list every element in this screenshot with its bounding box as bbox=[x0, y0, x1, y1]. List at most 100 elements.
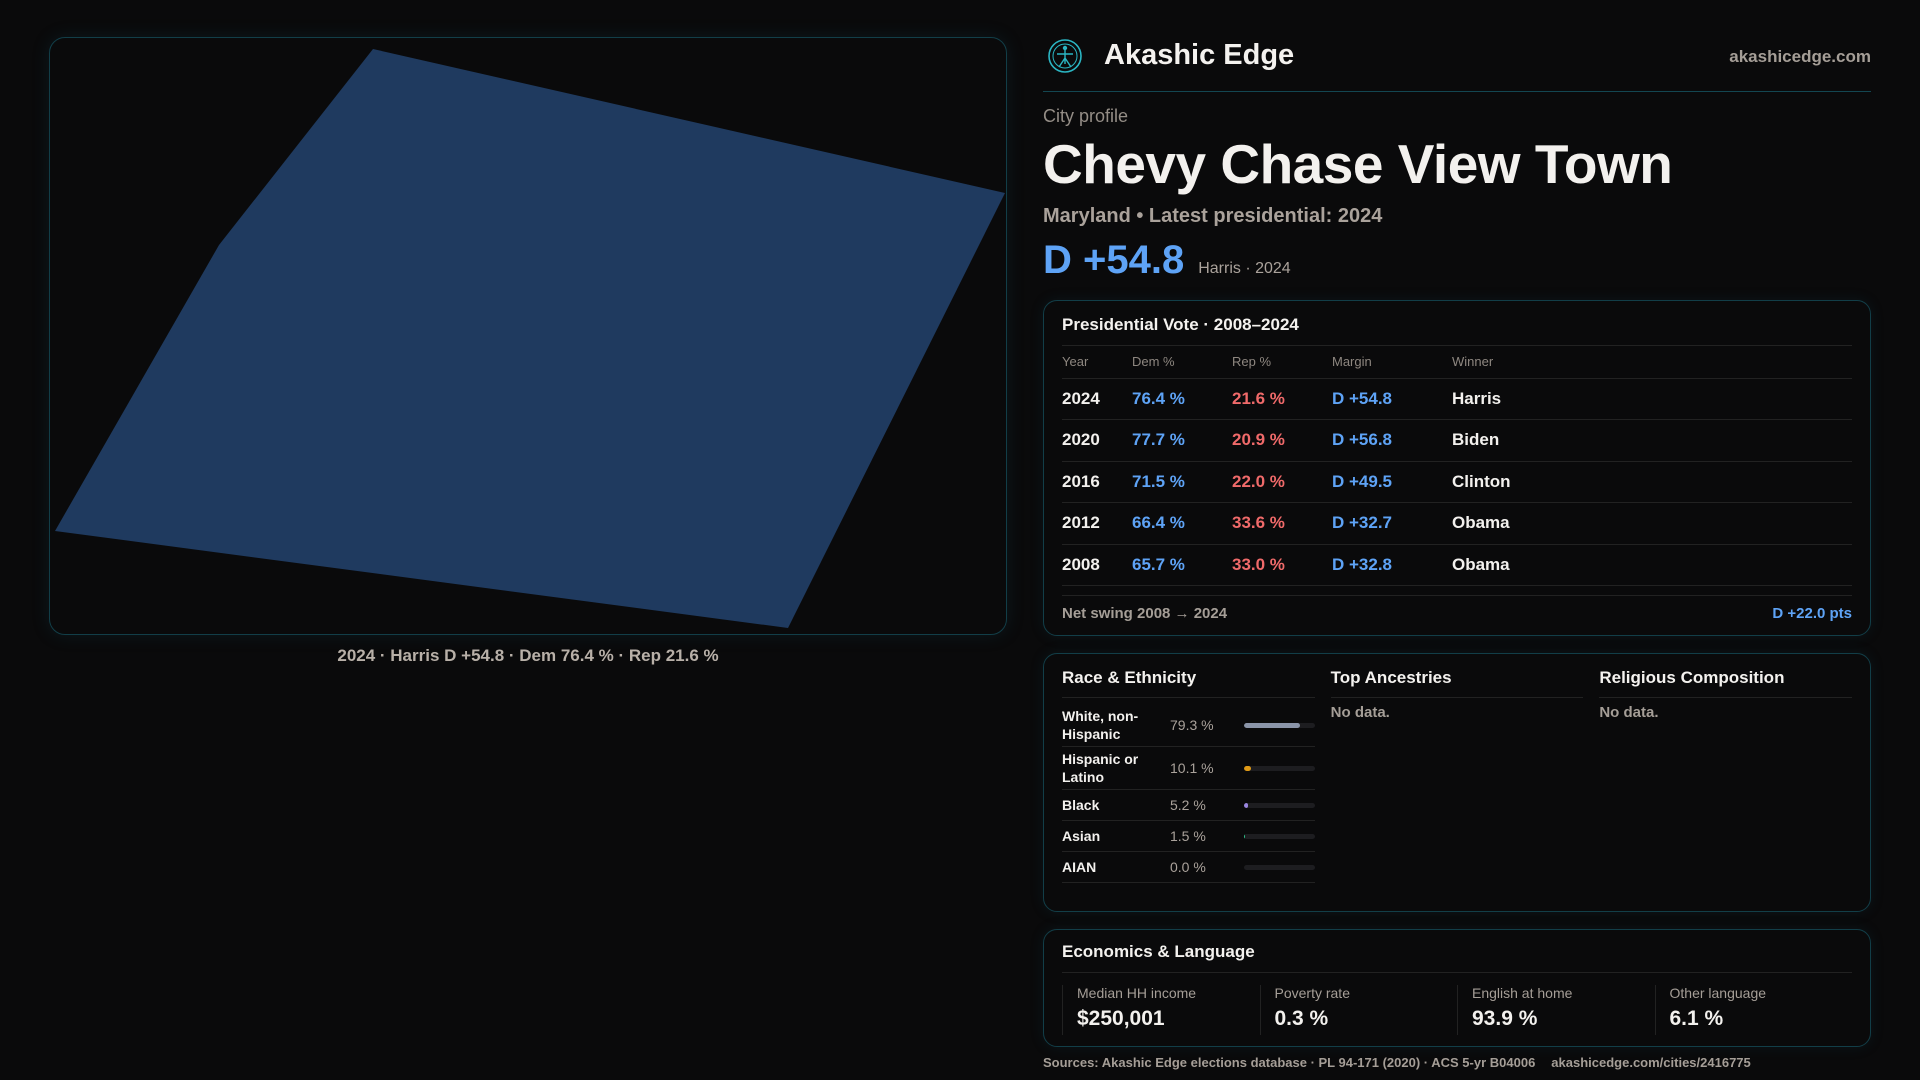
net-swing-label: Net swing 2008 → 2024 bbox=[1062, 605, 1228, 622]
race-bar-fill bbox=[1244, 722, 1301, 728]
race-percent: 0.0 % bbox=[1170, 859, 1206, 875]
race-label: Asian bbox=[1062, 828, 1101, 844]
empty-message: No data. bbox=[1330, 704, 1390, 721]
race-label: Black bbox=[1062, 797, 1100, 813]
map-panel[interactable] bbox=[49, 37, 1007, 635]
cell-rep: 20.9 % bbox=[1232, 419, 1332, 462]
city-boundary-shape[interactable] bbox=[55, 49, 1005, 628]
footer: Sources: Akashic Edge elections database… bbox=[1043, 1054, 1871, 1072]
col-header: Year bbox=[1062, 346, 1132, 379]
section-title: Religious Composition bbox=[1599, 668, 1853, 698]
stat-value: $250,001 bbox=[1077, 1007, 1165, 1030]
cell-winner: Harris bbox=[1452, 378, 1852, 420]
table-row: 2012 66.4 % 33.6 % D +32.7 Obama bbox=[1062, 502, 1852, 545]
demographics-card: Race & Ethnicity White, non-Hispanic 79.3… bbox=[1043, 653, 1871, 912]
cell-dem: 71.5 % bbox=[1132, 461, 1232, 503]
section-title: Race & Ethnicity bbox=[1062, 668, 1315, 698]
stat-value: 0.3 % bbox=[1274, 1007, 1329, 1030]
cell-year: 2012 bbox=[1062, 502, 1132, 545]
stat-value: 93.9 % bbox=[1472, 1007, 1538, 1030]
stat-value: 6.1 % bbox=[1669, 1007, 1724, 1030]
race-label: AIAN bbox=[1062, 859, 1097, 875]
cell-dem: 76.4 % bbox=[1132, 378, 1232, 420]
cell-winner: Obama bbox=[1452, 544, 1852, 586]
page-subtitle: Maryland • Latest presidential: 2024 bbox=[1043, 205, 1383, 227]
race-row: Asian 1.5 % bbox=[1062, 821, 1315, 852]
race-row: Hispanic or Latino 10.1 % bbox=[1062, 747, 1315, 790]
cell-rep: 33.6 % bbox=[1232, 502, 1332, 545]
cell-year: 2016 bbox=[1062, 461, 1132, 503]
race-bar-fill bbox=[1244, 802, 1248, 808]
cell-winner: Biden bbox=[1452, 419, 1852, 462]
race-percent: 10.1 % bbox=[1170, 760, 1214, 776]
economics-card: Economics & Language Median HH income $25… bbox=[1043, 929, 1871, 1047]
cell-rep: 22.0 % bbox=[1232, 461, 1332, 503]
race-percent: 79.3 % bbox=[1170, 717, 1214, 733]
city-boundary-map[interactable] bbox=[50, 38, 1008, 636]
empty-message: No data. bbox=[1599, 704, 1659, 721]
cell-rep: 21.6 % bbox=[1232, 378, 1332, 420]
cell-rep: 33.0 % bbox=[1232, 544, 1332, 586]
religion-section: Religious Composition No data. bbox=[1599, 668, 1853, 897]
race-bar-fill bbox=[1244, 765, 1252, 771]
stat-tile: Other language 6.1 % bbox=[1654, 985, 1853, 1035]
race-label: White, non-Hispanic bbox=[1062, 708, 1139, 742]
headline-margin: D +54.8 bbox=[1043, 238, 1185, 282]
site-link[interactable]: akashicedge.com bbox=[1729, 47, 1871, 66]
cell-year: 2020 bbox=[1062, 419, 1132, 462]
cell-dem: 77.7 % bbox=[1132, 419, 1232, 462]
race-row: Black 5.2 % bbox=[1062, 790, 1315, 821]
race-bar bbox=[1244, 833, 1315, 839]
stat-label: Median HH income bbox=[1077, 985, 1197, 1001]
cell-dem: 65.7 % bbox=[1132, 544, 1232, 586]
race-percent: 1.5 % bbox=[1170, 828, 1206, 844]
presidential-vote-card: Presidential Vote · 2008–2024 Year Dem %… bbox=[1043, 300, 1871, 636]
card-title: Economics & Language bbox=[1062, 942, 1852, 973]
col-header: Dem % bbox=[1132, 346, 1232, 379]
page-title: Chevy Chase View Town bbox=[1043, 133, 1673, 195]
cell-margin: D +49.5 bbox=[1332, 461, 1452, 503]
ancestries-section: Top Ancestries No data. bbox=[1330, 668, 1584, 897]
table-row: 2008 65.7 % 33.0 % D +32.8 Obama bbox=[1062, 544, 1852, 586]
race-bar-fill bbox=[1244, 833, 1246, 839]
cell-winner: Obama bbox=[1452, 502, 1852, 545]
section-title: Top Ancestries bbox=[1330, 668, 1584, 698]
col-header: Rep % bbox=[1232, 346, 1332, 379]
stat-tile: English at home 93.9 % bbox=[1457, 985, 1655, 1035]
col-header: Margin bbox=[1332, 346, 1452, 379]
race-row: White, non-Hispanic 79.3 % bbox=[1062, 704, 1315, 747]
headline-margin-row: D +54.8 Harris · 2024 bbox=[1043, 238, 1291, 283]
stat-label: Other language bbox=[1669, 985, 1767, 1001]
cell-year: 2024 bbox=[1062, 378, 1132, 420]
cell-margin: D +32.8 bbox=[1332, 544, 1452, 586]
cell-margin: D +54.8 bbox=[1332, 378, 1452, 420]
stat-label: Poverty rate bbox=[1274, 985, 1350, 1001]
sources-text: Sources: Akashic Edge elections database… bbox=[1043, 1055, 1536, 1070]
presidential-table: Year Dem % Rep % Margin Winner 2024 76.4 … bbox=[1062, 346, 1852, 586]
cell-winner: Clinton bbox=[1452, 461, 1852, 503]
race-bar bbox=[1244, 864, 1315, 870]
stat-tile: Median HH income $250,001 bbox=[1062, 985, 1260, 1035]
card-title: Presidential Vote · 2008–2024 bbox=[1062, 315, 1852, 346]
race-percent: 5.2 % bbox=[1170, 797, 1206, 813]
cell-margin: D +32.7 bbox=[1332, 502, 1452, 545]
site-header: Akashic Edge akashicedge.com bbox=[1043, 36, 1871, 92]
compass-figure-icon bbox=[1048, 39, 1082, 73]
race-ethnicity-section: Race & Ethnicity White, non-Hispanic 79.3… bbox=[1062, 668, 1315, 897]
page-url[interactable]: akashicedge.com/cities/2416775 bbox=[1551, 1055, 1751, 1070]
stat-tile: Poverty rate 0.3 % bbox=[1259, 985, 1458, 1035]
table-row: 2020 77.7 % 20.9 % D +56.8 Biden bbox=[1062, 419, 1852, 462]
race-bar bbox=[1244, 765, 1315, 771]
col-header: Winner bbox=[1452, 346, 1852, 379]
map-caption: 2024 · Harris D +54.8 · Dem 76.4 % · Rep… bbox=[337, 646, 719, 665]
table-row: 2024 76.4 % 21.6 % D +54.8 Harris bbox=[1062, 378, 1852, 420]
table-row: 2016 71.5 % 22.0 % D +49.5 Clinton bbox=[1062, 461, 1852, 503]
cell-dem: 66.4 % bbox=[1132, 502, 1232, 545]
race-bar bbox=[1244, 802, 1315, 808]
net-swing: Net swing 2008 → 2024 D +22.0 pts bbox=[1062, 595, 1852, 622]
race-row: AIAN 0.0 % bbox=[1062, 852, 1315, 883]
net-swing-value: D +22.0 pts bbox=[1772, 605, 1852, 622]
headline-margin-note: Harris · 2024 bbox=[1198, 260, 1291, 277]
cell-year: 2008 bbox=[1062, 544, 1132, 586]
race-bar bbox=[1244, 722, 1315, 728]
